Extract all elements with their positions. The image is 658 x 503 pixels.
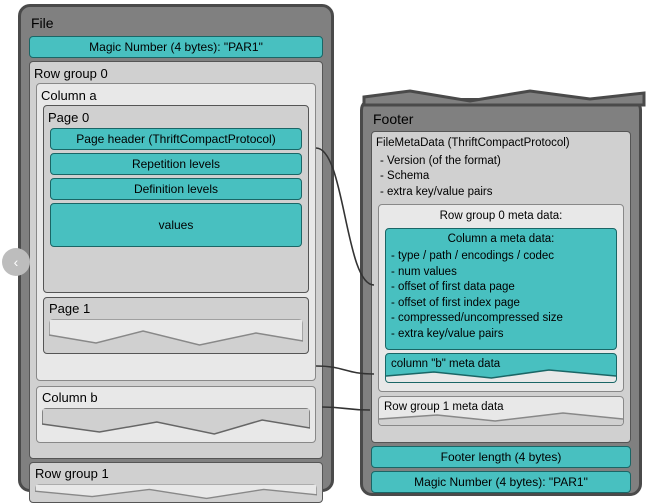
column-b-title: Column b — [42, 390, 310, 405]
filemetadata: FileMetaData (ThriftCompactProtocol) - V… — [371, 131, 631, 443]
rowgroup0: Row group 0 Column a Page 0 Page header … — [29, 61, 323, 459]
col-a-meta-l2: - offset of first data page — [391, 280, 611, 296]
footer-container: Footer FileMetaData (ThriftCompactProtoc… — [360, 98, 642, 496]
page0: Page 0 Page header (ThriftCompactProtoco… — [43, 105, 309, 293]
footer-magic: Magic Number (4 bytes): "PAR1" — [371, 471, 631, 493]
page0-title: Page 0 — [48, 110, 304, 125]
rowgroup0-title: Row group 0 — [34, 66, 318, 81]
file-magic-top: Magic Number (4 bytes): "PAR1" — [29, 36, 323, 58]
fm-line1: - Schema — [380, 169, 622, 185]
column-b-torn — [42, 408, 310, 442]
rg0-meta: Row group 0 meta data: Column a meta dat… — [378, 204, 624, 392]
rowgroup1-title: Row group 1 — [35, 466, 317, 481]
page1-torn — [49, 319, 303, 353]
col-a-meta-l1: - num values — [391, 265, 611, 281]
nav-prev-icon[interactable]: ‹ — [2, 248, 30, 276]
page0-rep: Repetition levels — [50, 153, 302, 175]
column-a-title: Column a — [41, 88, 311, 103]
col-a-meta: Column a meta data: - type / path / enco… — [385, 228, 617, 350]
page1-title: Page 1 — [49, 301, 303, 316]
page1: Page 1 — [43, 297, 309, 354]
fm-line0: - Version (of the format) — [380, 154, 622, 170]
fm-line2: - extra key/value pairs — [380, 185, 622, 201]
filemetadata-lines: - Version (of the format) - Schema - ext… — [376, 152, 626, 203]
page0-values: values — [50, 203, 302, 247]
col-a-meta-l4: - compressed/uncompressed size — [391, 311, 611, 327]
rg0-meta-title: Row group 0 meta data: — [383, 209, 619, 225]
col-a-meta-l5: - extra key/value pairs — [391, 327, 611, 343]
footer-torn-top — [360, 87, 648, 107]
footer-length: Footer length (4 bytes) — [371, 446, 631, 468]
footer-title: Footer — [369, 109, 633, 129]
column-a: Column a Page 0 Page header (ThriftCompa… — [36, 83, 316, 381]
col-a-meta-title: Column a meta data: — [391, 232, 611, 248]
col-a-meta-l3: - offset of first index page — [391, 296, 611, 312]
column-b: Column b — [36, 386, 316, 443]
rowgroup1-torn — [35, 484, 317, 502]
page0-header: Page header (ThriftCompactProtocol) — [50, 128, 302, 150]
page0-def: Definition levels — [50, 178, 302, 200]
filemetadata-title: FileMetaData (ThriftCompactProtocol) — [376, 136, 626, 152]
col-b-meta: column "b" meta data — [385, 353, 617, 383]
col-a-meta-l0: - type / path / encodings / codec — [391, 249, 611, 265]
rg1-meta: Row group 1 meta data — [378, 396, 624, 426]
file-container: File Magic Number (4 bytes): "PAR1" Row … — [18, 4, 334, 492]
file-title: File — [27, 13, 325, 33]
rowgroup1: Row group 1 — [29, 462, 323, 503]
